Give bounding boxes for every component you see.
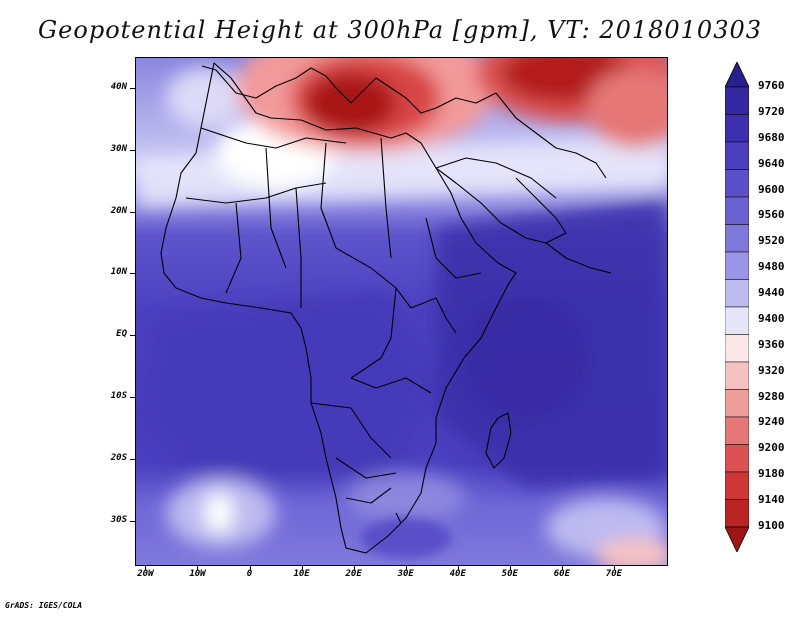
lon-tick-label: 10W xyxy=(189,569,206,579)
coastlines-and-borders xyxy=(160,62,612,554)
colorbar-swatch xyxy=(725,114,749,143)
colorbar-swatch xyxy=(725,444,749,473)
colorbar-swatch xyxy=(725,141,749,170)
colorbar-swatch xyxy=(725,224,749,253)
lon-tick xyxy=(353,565,355,570)
colorbar-swatch xyxy=(725,169,749,198)
lat-tick xyxy=(130,458,135,460)
colorbar-label: 9400 xyxy=(758,311,785,325)
lat-tick-label: 20S xyxy=(110,452,127,463)
lon-tick xyxy=(197,565,199,570)
colorbar-swatch xyxy=(725,389,749,418)
colorbar-label: 9560 xyxy=(758,208,785,222)
map-title: Geopotential Height at 300hPa [gpm], VT:… xyxy=(38,16,762,44)
colorbar-swatch xyxy=(725,416,749,445)
colorbar-label: 9480 xyxy=(758,260,785,274)
lat-tick-label: EQ xyxy=(116,329,127,340)
colorbar-label: 9100 xyxy=(758,519,785,532)
colorbar-label: 9320 xyxy=(758,363,785,377)
lat-tick-label: 30N xyxy=(110,143,127,154)
map-panel xyxy=(135,57,668,566)
colorbar-label: 9240 xyxy=(758,415,785,429)
colorbar-label: 9180 xyxy=(758,467,785,481)
colorbar-bottom-arrow xyxy=(725,526,749,552)
lat-tick-label: 40N xyxy=(110,81,127,92)
lat-tick-label: 30S xyxy=(110,514,127,525)
colorbar-swatch xyxy=(725,196,749,225)
lon-tick xyxy=(301,565,303,570)
colorbar-label: 9600 xyxy=(758,182,785,196)
lon-tick xyxy=(145,565,147,570)
colorbar xyxy=(725,62,749,552)
lon-tick-label: 10E xyxy=(293,569,310,579)
lon-tick xyxy=(509,565,511,570)
colorbar-swatch xyxy=(725,334,749,363)
colorbar-label: 9140 xyxy=(758,493,785,507)
lon-tick-label: 70E xyxy=(605,569,623,579)
lat-tick xyxy=(130,397,135,399)
lon-tick xyxy=(613,565,615,570)
colorbar-top-arrow xyxy=(725,62,749,88)
colorbar-label: 9720 xyxy=(758,104,785,118)
colorbar-label: 9280 xyxy=(758,389,785,403)
colorbar-label: 9640 xyxy=(758,156,785,170)
colorbar-label: 9680 xyxy=(758,130,785,144)
lon-tick-label: 30E xyxy=(397,569,414,579)
field-details xyxy=(361,298,586,558)
lon-tick-label: 20E xyxy=(345,569,362,579)
colorbar-swatch xyxy=(725,471,749,500)
lat-tick xyxy=(130,87,135,89)
colorbar-swatch xyxy=(725,361,749,390)
colorbar-swatch xyxy=(725,279,749,308)
lon-tick-label: 50E xyxy=(501,569,518,579)
colorbar-swatch xyxy=(725,251,749,280)
lat-tick xyxy=(130,273,135,275)
geopotential-height-map xyxy=(136,58,667,565)
colorbar-swatch xyxy=(725,86,749,115)
lat-tick xyxy=(130,335,135,337)
lat-tick xyxy=(130,211,135,213)
colorbar-label: 9760 xyxy=(758,79,785,92)
lon-tick-label: 60E xyxy=(553,569,570,579)
lat-tick xyxy=(130,520,135,522)
lon-tick xyxy=(405,565,407,570)
colorbar-label: 9360 xyxy=(758,337,785,351)
lon-tick-label: 0 xyxy=(246,569,253,579)
lon-tick xyxy=(561,565,563,570)
credit-text: GrADS: IGES/COLA xyxy=(5,601,83,610)
colorbar-label: 9200 xyxy=(758,441,785,455)
lon-tick xyxy=(457,565,459,570)
lat-tick-label: 20N xyxy=(110,205,127,216)
lon-tick-label: 40E xyxy=(449,569,466,579)
lon-tick-label: 20W xyxy=(137,569,154,579)
lat-tick-label: 10S xyxy=(110,391,127,402)
colorbar-label: 9520 xyxy=(758,234,785,248)
colorbar-label: 9440 xyxy=(758,286,785,300)
lat-tick xyxy=(130,149,135,151)
lat-tick-label: 10N xyxy=(110,267,127,278)
colorbar-swatch xyxy=(725,306,749,335)
colorbar-swatch xyxy=(725,499,749,528)
lon-tick xyxy=(249,565,251,570)
